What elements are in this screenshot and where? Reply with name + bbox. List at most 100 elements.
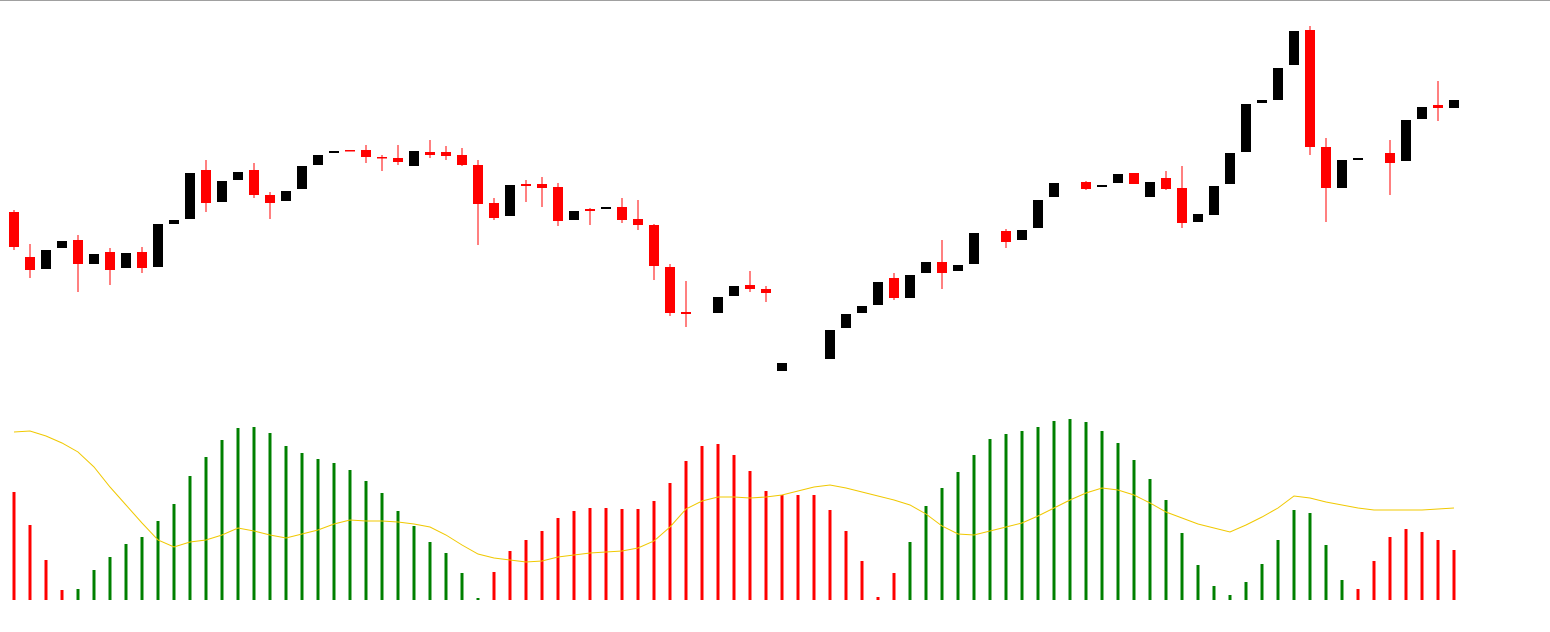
histogram-bar [252, 427, 256, 600]
candle-body [1321, 147, 1331, 188]
candle-body [1081, 182, 1091, 189]
candle-body [313, 155, 323, 165]
candle-body [585, 209, 595, 211]
histogram-bar [1100, 431, 1104, 600]
histogram-bar [812, 495, 816, 600]
histogram-bar [652, 501, 656, 600]
histogram-bar [1244, 582, 1248, 600]
histogram-bar [1372, 561, 1376, 600]
histogram-bar [876, 597, 880, 600]
histogram-bar [860, 561, 864, 600]
candle-body [1289, 31, 1299, 65]
candle-body [665, 267, 675, 313]
histogram-bar [204, 457, 208, 600]
histogram-bar [1132, 460, 1136, 600]
histogram-bar [924, 506, 928, 600]
candle-body [105, 252, 115, 270]
histogram-bar [60, 590, 64, 600]
histogram-bar [748, 471, 752, 600]
candle-body [537, 184, 547, 188]
candle-body [457, 155, 467, 165]
histogram-bar [476, 598, 480, 600]
histogram-bar [348, 470, 352, 600]
histogram-bar [44, 560, 48, 600]
candle-body [1257, 100, 1267, 103]
candle-body [1353, 158, 1363, 160]
candle-body [249, 170, 259, 195]
candle-body [937, 262, 947, 273]
candle-body [233, 172, 243, 180]
candle-body [921, 262, 931, 273]
histogram-bar [988, 439, 992, 600]
candle-body [649, 225, 659, 266]
histogram-bar [540, 531, 544, 600]
histogram-bar [268, 433, 272, 600]
histogram-bar [124, 544, 128, 600]
histogram-bar [620, 509, 624, 600]
histogram-bar [1324, 545, 1328, 600]
histogram-bar [380, 493, 384, 600]
candle-body [761, 289, 771, 293]
histogram-bar [220, 440, 224, 600]
candle-body [1113, 174, 1123, 183]
candle-body [1001, 231, 1011, 242]
candle-body [713, 297, 723, 313]
candle-body [329, 151, 339, 153]
histogram-bar [1340, 580, 1344, 600]
candle-body [169, 220, 179, 224]
histogram-bar [1404, 529, 1408, 600]
candle-body [1033, 200, 1043, 228]
candle-body [1337, 160, 1347, 188]
histogram-bar [412, 526, 416, 600]
histogram-bar [284, 446, 288, 600]
histogram-bar [108, 557, 112, 600]
candle-body [25, 257, 35, 270]
candle-body [777, 363, 787, 371]
candle-body [217, 181, 227, 202]
candle-body [969, 233, 979, 264]
candle-body [1145, 182, 1155, 197]
candle-body [137, 252, 147, 268]
histogram-bar [396, 511, 400, 600]
histogram-bar [956, 472, 960, 600]
candle-body [681, 312, 691, 314]
histogram-bar [1020, 431, 1024, 600]
candle-body [841, 314, 851, 328]
histogram-bar [588, 508, 592, 600]
histogram-bar [1052, 421, 1056, 600]
candle-body [857, 306, 867, 313]
histogram-bar [76, 589, 80, 600]
histogram-bar [1164, 500, 1168, 600]
candle-body [345, 150, 355, 152]
histogram-bar [1420, 532, 1424, 600]
histogram-bar [764, 491, 768, 600]
histogram-bar [508, 551, 512, 600]
histogram-bar [140, 537, 144, 600]
histogram-bar [1212, 586, 1216, 600]
histogram-bar [1292, 510, 1296, 600]
histogram-bar [1276, 540, 1280, 600]
candle-body [281, 191, 291, 201]
candle-body [9, 212, 19, 247]
candle-body [1129, 173, 1139, 184]
histogram-bar [1260, 564, 1264, 600]
candle-body [1449, 100, 1459, 108]
histogram-bar [700, 446, 704, 600]
candle-body [745, 285, 755, 289]
candle-body [153, 224, 163, 267]
candle-body [505, 185, 515, 216]
histogram-bar [604, 508, 608, 600]
candle-body [361, 150, 371, 157]
histogram-bar [684, 461, 688, 600]
candle-body [1433, 105, 1443, 108]
histogram-bar [1004, 434, 1008, 600]
histogram-bar [492, 572, 496, 600]
candle-body [393, 158, 403, 162]
candle-body [873, 282, 883, 305]
histogram-bar [300, 453, 304, 600]
candle-body [1273, 68, 1283, 100]
candle-body [441, 152, 451, 156]
histogram-bar [1436, 540, 1440, 600]
